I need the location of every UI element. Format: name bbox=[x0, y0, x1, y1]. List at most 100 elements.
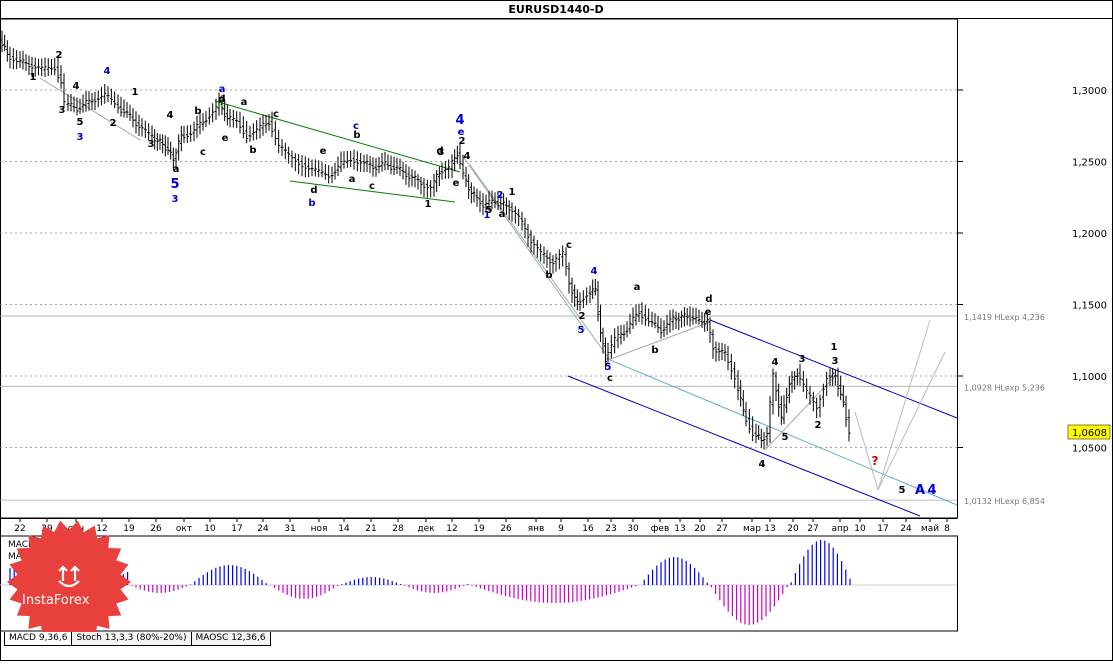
main-plot-frame bbox=[0, 18, 958, 519]
x-tick-label: май bbox=[921, 524, 939, 534]
wave-label: 5 bbox=[77, 117, 84, 128]
x-tick-label: апр bbox=[831, 524, 848, 534]
y-axis: 1,3000 1,2500 1,2000 1,1500 1,1000 1,0500 bbox=[958, 86, 1107, 455]
logo-text: InstaForex bbox=[22, 593, 90, 608]
x-tick-label: 24 bbox=[257, 524, 269, 534]
wave-label-blue: 3 bbox=[77, 132, 84, 143]
wave-label: c bbox=[566, 240, 572, 251]
wave-label: 2 bbox=[579, 311, 586, 322]
indicator-tabs[interactable]: MACD 9,36,6 Stoch 13,3,3 (80%-20%) MAOSC… bbox=[4, 632, 271, 646]
wave-label: 3 bbox=[438, 147, 445, 158]
x-tick-label: 14 bbox=[338, 524, 350, 534]
wave-label-blue: 4 bbox=[927, 483, 936, 498]
tab-stoch[interactable]: Stoch 13,3,3 (80%-20%) bbox=[71, 632, 192, 646]
chart-title: EURUSD1440-D bbox=[508, 3, 603, 16]
x-tick-label: 26 bbox=[500, 524, 512, 534]
wave-label: 4 bbox=[167, 110, 174, 121]
level-label: 1,0928 HLexp 5,236 bbox=[964, 383, 1045, 392]
wave-label: 1 bbox=[509, 187, 516, 198]
wave-label: a bbox=[349, 174, 356, 185]
x-tick-label: 20 bbox=[787, 524, 799, 534]
trend-line bbox=[461, 154, 586, 331]
level-label: 1,0132 HLexp 6,854 bbox=[964, 497, 1045, 506]
x-tick-label: 30 bbox=[627, 524, 639, 534]
wave-label-blue: 4 bbox=[591, 266, 598, 277]
x-tick-label: 10 bbox=[854, 524, 866, 534]
x-tick-label: 10 bbox=[204, 524, 216, 534]
x-tick-label: ноя bbox=[311, 524, 328, 534]
x-axis: 2229сен121926окт10172431ноя142128дек1219… bbox=[14, 518, 950, 534]
trend-line bbox=[469, 164, 611, 361]
wave-label-blue: 5 bbox=[170, 177, 179, 192]
x-tick-label: 26 bbox=[150, 524, 162, 534]
x-tick-label: 19 bbox=[473, 524, 485, 534]
y-tick-label: 1,3000 bbox=[1072, 86, 1107, 97]
tab-maosc[interactable]: MAOSC 12,36,6 bbox=[190, 632, 271, 646]
wave-label: a bbox=[241, 97, 248, 108]
macd-panel-frame bbox=[0, 535, 958, 632]
wave-label: b bbox=[545, 270, 552, 281]
x-tick-label: янв bbox=[528, 524, 545, 534]
logo-icon bbox=[58, 565, 80, 588]
trend-line bbox=[609, 359, 958, 506]
logo-badge bbox=[7, 520, 131, 644]
trend-line bbox=[709, 319, 958, 419]
wave-label: 5 bbox=[486, 205, 493, 216]
wave-label: 1 bbox=[30, 72, 37, 83]
last-price-box bbox=[1067, 424, 1111, 440]
y-tick-label: 1,2500 bbox=[1072, 158, 1107, 169]
wave-label: 4 bbox=[772, 357, 779, 368]
wave-label: 2 bbox=[815, 420, 822, 431]
x-tick-label: 27 bbox=[807, 524, 818, 534]
wave-label: e bbox=[320, 146, 327, 157]
tab-macd[interactable]: MACD 9,36,6 bbox=[4, 632, 73, 646]
wave-label-blue: 5 bbox=[605, 362, 612, 373]
wave-label-blue: a bbox=[219, 84, 226, 95]
x-tick-label: 22 bbox=[14, 524, 25, 534]
wave-label: e bbox=[453, 178, 460, 189]
x-tick-label: 12 bbox=[446, 524, 457, 534]
wave-label: e bbox=[222, 133, 229, 144]
x-tick-label: 21 bbox=[365, 524, 376, 534]
wave-label-blue: A bbox=[915, 483, 925, 498]
wave-label: 4 bbox=[464, 151, 471, 162]
trend-line bbox=[289, 180, 456, 203]
y-tick-label: 1,2000 bbox=[1072, 229, 1107, 240]
wave-label: 5 bbox=[782, 432, 789, 443]
wave-label-blue: 3 bbox=[172, 194, 179, 205]
wave-label-blue: b bbox=[308, 198, 315, 209]
x-tick-label: 17 bbox=[231, 524, 242, 534]
trend-line bbox=[214, 100, 461, 173]
instaforex-logo bbox=[7, 520, 131, 644]
wave-label: b bbox=[353, 130, 360, 141]
x-tick-label: дек bbox=[417, 524, 435, 534]
wave-label: a bbox=[499, 209, 506, 220]
wave-label-blue: 2 bbox=[497, 190, 504, 201]
wave-label: d bbox=[310, 185, 317, 196]
wave-label: 4 bbox=[759, 459, 766, 470]
wave-label: a bbox=[173, 164, 180, 175]
wave-label: 3 bbox=[148, 139, 155, 150]
trend-line bbox=[877, 351, 946, 491]
x-tick-label: 12 bbox=[96, 524, 107, 534]
trend-line bbox=[607, 321, 711, 361]
x-tick-label: 13 bbox=[674, 524, 685, 534]
trend-line bbox=[854, 411, 879, 491]
x-tick-label: 28 bbox=[392, 524, 404, 534]
macd-histogram bbox=[0, 540, 957, 625]
x-tick-label: 9 bbox=[558, 524, 564, 534]
wave-label: c bbox=[200, 147, 206, 158]
trend-line bbox=[39, 77, 141, 141]
wave-label: c bbox=[607, 373, 613, 384]
x-tick-label: 13 bbox=[764, 524, 775, 534]
wave-label: a bbox=[634, 282, 641, 293]
x-tick-label: 31 bbox=[284, 524, 295, 534]
price-bars bbox=[0, 30, 851, 450]
y-tick-label: 1,1000 bbox=[1072, 372, 1107, 383]
wave-label: 4 bbox=[73, 81, 80, 92]
wave-label: 1 bbox=[425, 199, 432, 210]
hlexp-levels: 1,1419 HLexp 4,236 1,0928 HLexp 5,236 1,01… bbox=[0, 313, 1045, 506]
channel-lines bbox=[39, 77, 958, 517]
wave-label: 3 bbox=[59, 105, 66, 116]
